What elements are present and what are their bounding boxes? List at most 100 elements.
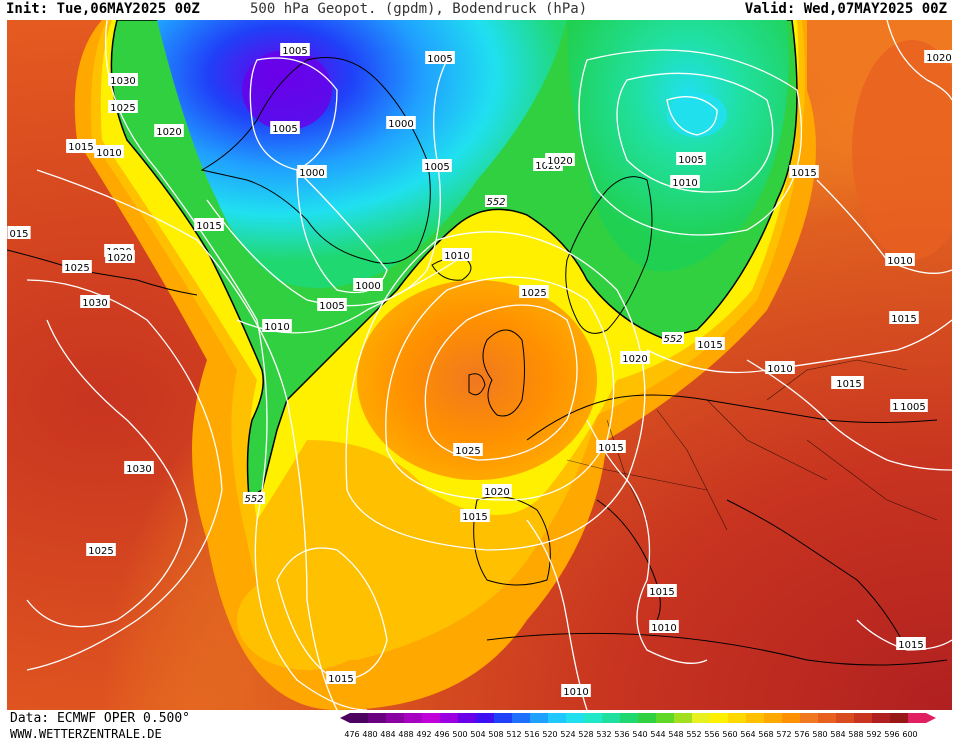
legend-swatch — [890, 713, 908, 723]
legend-swatch — [458, 713, 476, 723]
isobar-label-bg — [124, 461, 154, 474]
legend-tick-label: 504 — [470, 730, 485, 739]
isobar-label: 1010 — [670, 175, 700, 189]
coast-north-america — [7, 249, 198, 296]
isobar-1020-high — [385, 276, 615, 501]
isobar-label-bg — [194, 218, 224, 231]
isobar-label-bg — [765, 361, 795, 374]
isobar-label: 1000 — [297, 165, 327, 179]
isobar-label-text: 1025 — [455, 446, 480, 457]
isobar-labels: 1005 1005 1005 1000 1000 1005 1000 1005 1010 1020… — [7, 43, 952, 698]
isobar-label-bg — [326, 671, 356, 684]
legend-swatch — [476, 713, 494, 723]
isobars — [26, 20, 952, 710]
isobar-label-bg — [66, 139, 96, 152]
isobar-label: 1010 — [442, 248, 472, 262]
isobar-label-text: 1010 — [563, 687, 588, 698]
legend-swatch — [422, 713, 440, 723]
isobar-label: 1015 — [460, 509, 490, 523]
legend-swatch — [818, 713, 836, 723]
isobar-label: 1020 — [154, 124, 184, 138]
isobar-label-bg — [596, 440, 626, 453]
contour-label-text: 552 — [244, 494, 263, 505]
isobar-label-bg — [834, 376, 864, 389]
isobar-label-bg — [561, 684, 591, 697]
border-3 — [706, 399, 828, 481]
coast-ireland — [468, 373, 486, 396]
isobar-label-text: 1020 — [156, 127, 181, 138]
isobar-1015-east — [646, 319, 952, 374]
isobar-1025-high — [424, 304, 578, 461]
coast-italy — [596, 499, 661, 621]
contour-label-text: 552 — [486, 197, 505, 208]
contour-label-text: 552 — [663, 334, 682, 345]
legend-swatch — [404, 713, 422, 723]
legend-tick-label: 528 — [578, 730, 593, 739]
contour-label-bg — [485, 195, 507, 207]
isobar-label-text: 1015 — [836, 379, 861, 390]
legend-tick-label: 508 — [488, 730, 503, 739]
isobar-label-text: 1025 — [110, 103, 135, 114]
isobar-label-text: 1025 — [521, 288, 546, 299]
legend-swatch — [710, 713, 728, 723]
isobar-label: 1005 — [422, 159, 452, 173]
isobar-label-text: 1025 — [64, 263, 89, 274]
legend-tick-label: 548 — [668, 730, 683, 739]
isobar-label: 1015 — [647, 584, 677, 598]
legend-tick-label: 584 — [830, 730, 845, 739]
valid-time: Valid: Wed,07MAY2025 00Z — [744, 1, 947, 17]
isobar-1015-south — [276, 547, 388, 681]
legend-swatch — [674, 713, 692, 723]
isobar-label-bg — [80, 295, 110, 308]
init-time: Init: Tue,06MAY2025 00Z — [6, 1, 200, 17]
isobar-label: 1010 — [765, 361, 795, 375]
legend-swatch — [386, 713, 404, 723]
legend-tick-label: 592 — [866, 730, 881, 739]
isobar-label: 1015 — [596, 440, 626, 454]
legend-swatch — [854, 713, 872, 723]
isobar-label: 1020 — [620, 351, 650, 365]
legend-swatch — [872, 713, 890, 723]
contour-label-bg — [243, 492, 265, 504]
legend-tick-label: 524 — [560, 730, 575, 739]
isobar-1005-low — [616, 72, 774, 193]
coast-britain — [482, 329, 525, 417]
isobar-label-text: 1015 — [697, 340, 722, 351]
isobar-label-text: 1010 — [767, 364, 792, 375]
isobar-label: 1005 — [270, 121, 300, 135]
isobar-label-text: 1015 — [462, 512, 487, 523]
field-low-core — [667, 93, 727, 137]
coast-balkans — [726, 499, 908, 651]
data-source: Data: ECMWF OPER 0.500° — [10, 711, 191, 726]
isobar-label-bg — [676, 152, 706, 165]
isobar-label-bg — [105, 250, 135, 263]
isobar-label-text: 1000 — [388, 119, 413, 130]
legend-swatch — [566, 713, 584, 723]
legend-tick-label: 480 — [362, 730, 377, 739]
isobar-label-text: 1010 — [672, 178, 697, 189]
legend-swatch — [836, 713, 854, 723]
isobar-label-bg — [620, 351, 650, 364]
isobar-label: 1000 — [353, 278, 383, 292]
isobar-label-text: 1005 — [319, 301, 344, 312]
border-4 — [766, 359, 908, 401]
isobar-label-bg — [108, 100, 138, 113]
isobar-label-text: 1000 — [355, 281, 380, 292]
isobar-label: 1015 — [896, 637, 926, 651]
isobar-label: 1025 — [62, 260, 92, 274]
isobar-label-bg — [889, 311, 919, 324]
isobar-label-text: 1015 — [891, 314, 916, 325]
legend-tick-label: 572 — [776, 730, 791, 739]
isobar-label-bg — [297, 165, 327, 178]
isobar-label: 1005 — [898, 399, 928, 413]
isobar-label-text: 1005 — [678, 155, 703, 166]
isobar-label-bg — [924, 50, 952, 63]
isobar-label: 1010 — [649, 620, 679, 634]
isobar-label: 1015 — [889, 311, 919, 325]
isobar-label-bg — [317, 298, 347, 311]
legend-tick-label: 484 — [380, 730, 395, 739]
isobar-label-text: 1005 — [282, 46, 307, 57]
border-2 — [656, 409, 728, 531]
weather-map: 552 552 552 1005 1005 1005 1000 1000 1005 1000… — [7, 20, 952, 710]
border-6 — [806, 439, 938, 521]
